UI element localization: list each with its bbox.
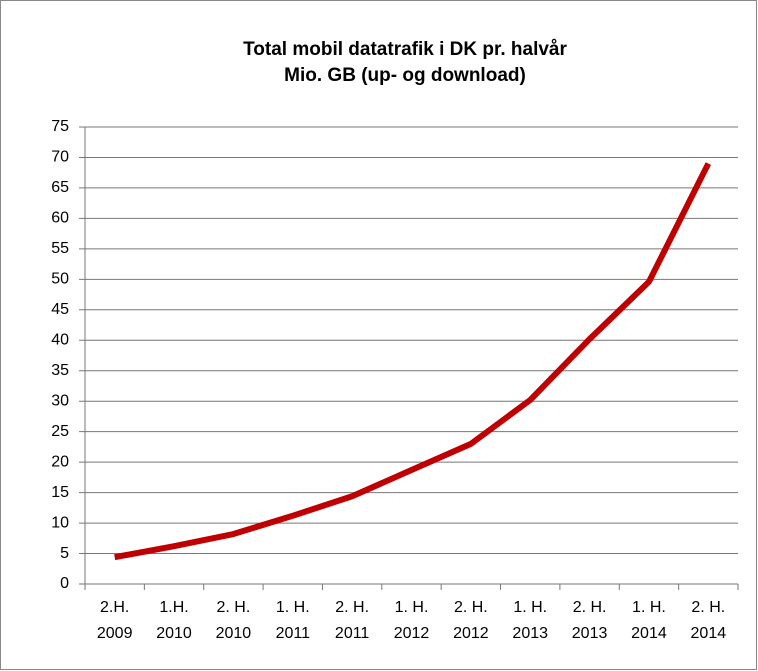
x-tick-label: 1. H.: [632, 599, 666, 616]
y-tick-label: 65: [51, 179, 69, 196]
x-tick-label: 2013: [572, 625, 608, 642]
y-tick-label: 0: [60, 575, 69, 592]
y-tick-label: 40: [51, 331, 69, 348]
x-tick-label: 2. H.: [573, 599, 607, 616]
x-tick-label: 2010: [216, 625, 252, 642]
x-tick-label: 2014: [691, 625, 727, 642]
y-tick-label: 25: [51, 423, 69, 440]
x-tick-label: 2.H.: [100, 599, 129, 616]
x-tick-label: 2012: [453, 625, 489, 642]
x-tick-label: 2009: [97, 625, 133, 642]
y-tick-label: 45: [51, 301, 69, 318]
y-tick-label: 75: [51, 118, 69, 135]
y-tick-label: 70: [51, 149, 69, 166]
y-tick-label: 10: [51, 514, 69, 531]
x-tick-label: 1. H.: [276, 599, 310, 616]
x-tick-label: 2. H.: [335, 599, 369, 616]
x-tick-label: 2011: [335, 625, 370, 642]
x-tick-label: 2014: [631, 625, 667, 642]
y-tick-label: 30: [51, 392, 69, 409]
x-tick-label: 2. H.: [454, 599, 488, 616]
y-tick-label: 15: [51, 484, 69, 501]
y-tick-label: 35: [51, 362, 69, 379]
x-tick-label: 2012: [394, 625, 430, 642]
y-tick-label: 60: [51, 210, 69, 227]
x-tick-label: 1. H.: [395, 599, 429, 616]
chart-subtitle: Mio. GB (up- og download): [284, 65, 526, 86]
x-tick-label: 1. H.: [513, 599, 547, 616]
data-line: [114, 162, 711, 561]
y-tick-label: 55: [51, 240, 69, 257]
y-tick-label: 50: [51, 271, 69, 288]
chart-title: Total mobil datatrafik i DK pr. halvår: [243, 39, 567, 60]
x-tick-label: 1.H.: [159, 599, 188, 616]
x-tick-label: 2013: [512, 625, 548, 642]
x-tick-label: 2011: [276, 625, 311, 642]
x-tick-label: 2. H.: [217, 599, 251, 616]
y-tick-label: 5: [60, 545, 69, 562]
x-tick-label: 2. H.: [691, 599, 725, 616]
x-tick-label: 2010: [156, 625, 192, 642]
y-tick-label: 20: [51, 453, 69, 470]
